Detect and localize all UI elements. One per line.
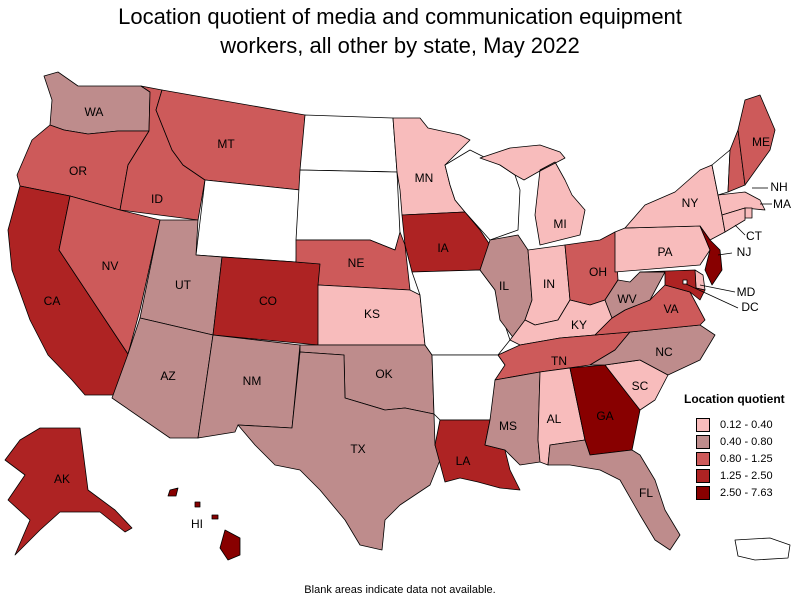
state-label-nh: NH	[770, 180, 787, 194]
state-label-co: CO	[259, 294, 277, 308]
label-leader-lines	[685, 187, 772, 309]
map-title: Location quotient of media and communica…	[0, 2, 800, 60]
state-HI[interactable]	[167, 487, 241, 561]
state-MD[interactable]	[639, 269, 706, 301]
state-label-tn: TN	[551, 354, 567, 368]
state-RI[interactable]	[744, 207, 753, 219]
legend-item: 2.50 - 7.63	[684, 484, 796, 501]
state-WA[interactable]	[43, 71, 151, 135]
state-label-la: LA	[456, 454, 471, 468]
legend-label: 0.80 - 1.25	[720, 452, 773, 465]
legend-swatch	[696, 468, 710, 483]
state-label-oh: OH	[589, 265, 607, 279]
state-label-ok: OK	[375, 367, 392, 381]
state-label-ne: NE	[348, 256, 365, 270]
state-label-mi: MI	[553, 217, 566, 231]
state-label-va: VA	[663, 302, 678, 316]
state-DE[interactable]	[694, 269, 706, 291]
state-label-il: IL	[499, 279, 509, 293]
state-label-az: AZ	[160, 369, 175, 383]
state-label-md: MD	[737, 285, 756, 299]
state-label-ny: NY	[682, 196, 699, 210]
state-FL[interactable]	[547, 439, 681, 551]
state-label-ut: UT	[175, 278, 192, 292]
state-NV[interactable]	[58, 195, 161, 355]
state-label-ct: CT	[746, 229, 763, 243]
state-DC[interactable]	[682, 279, 688, 285]
legend-item: 0.80 - 1.25	[684, 450, 796, 467]
state-PR[interactable]	[734, 537, 791, 561]
footnote: Blank areas indicate data not available.	[304, 584, 496, 596]
state-NE[interactable]	[295, 231, 411, 291]
legend-title: Location quotient	[684, 392, 785, 406]
legend-swatch	[696, 451, 710, 466]
state-label-tx: TX	[350, 442, 365, 456]
state-label-nv: NV	[102, 259, 119, 273]
state-label-ia: IA	[437, 241, 448, 255]
state-label-hi: HI	[191, 517, 203, 531]
legend-label: 1.25 - 2.50	[720, 469, 773, 482]
legend-item: 0.12 - 0.40	[684, 416, 796, 433]
state-label-pa: PA	[657, 245, 672, 259]
state-label-ga: GA	[596, 409, 613, 423]
state-ME[interactable]	[737, 94, 776, 186]
legend-item: 1.25 - 2.50	[684, 467, 796, 484]
legend-swatch	[696, 434, 710, 449]
state-label-ma: MA	[773, 197, 791, 211]
state-label-id: ID	[151, 192, 163, 206]
title-line-2: workers, all other by state, May 2022	[220, 33, 580, 58]
state-NJ[interactable]	[699, 225, 723, 286]
state-label-in: IN	[543, 277, 555, 291]
state-label-ms: MS	[499, 419, 517, 433]
title-line-1: Location quotient of media and communica…	[118, 4, 682, 29]
state-label-ky: KY	[571, 318, 587, 332]
state-label-ak: AK	[54, 472, 70, 486]
state-label-nj: NJ	[737, 245, 752, 259]
state-label-fl: FL	[639, 486, 653, 500]
state-label-or: OR	[69, 164, 87, 178]
state-TX[interactable]	[237, 351, 441, 551]
state-label-nm: NM	[243, 374, 262, 388]
state-label-mn: MN	[415, 171, 434, 185]
legend-swatch	[696, 417, 710, 432]
state-label-ks: KS	[364, 307, 380, 321]
state-label-nc: NC	[655, 345, 673, 359]
state-label-sc: SC	[632, 379, 649, 393]
legend-item: 0.40 - 0.80	[684, 433, 796, 450]
legend-label: 0.12 - 0.40	[720, 418, 773, 431]
state-ND[interactable]	[299, 114, 398, 173]
state-label-mt: MT	[217, 137, 235, 151]
legend-swatch	[696, 485, 710, 500]
legend-label: 0.40 - 0.80	[720, 435, 773, 448]
state-label-wa: WA	[85, 105, 104, 119]
state-label-dc: DC	[741, 300, 759, 314]
legend: Location quotient 0.12 - 0.40 0.40 - 0.80…	[684, 392, 796, 501]
state-label-ca: CA	[44, 294, 61, 308]
state-SD[interactable]	[295, 169, 401, 251]
state-CT[interactable]	[721, 207, 746, 233]
state-label-me: ME	[752, 135, 770, 149]
state-MI[interactable]	[479, 144, 586, 246]
state-WY[interactable]	[195, 179, 301, 263]
legend-label: 2.50 - 7.63	[720, 486, 773, 499]
state-label-al: AL	[547, 412, 562, 426]
state-AK[interactable]	[4, 427, 133, 556]
state-label-wv: WV	[617, 292, 636, 306]
